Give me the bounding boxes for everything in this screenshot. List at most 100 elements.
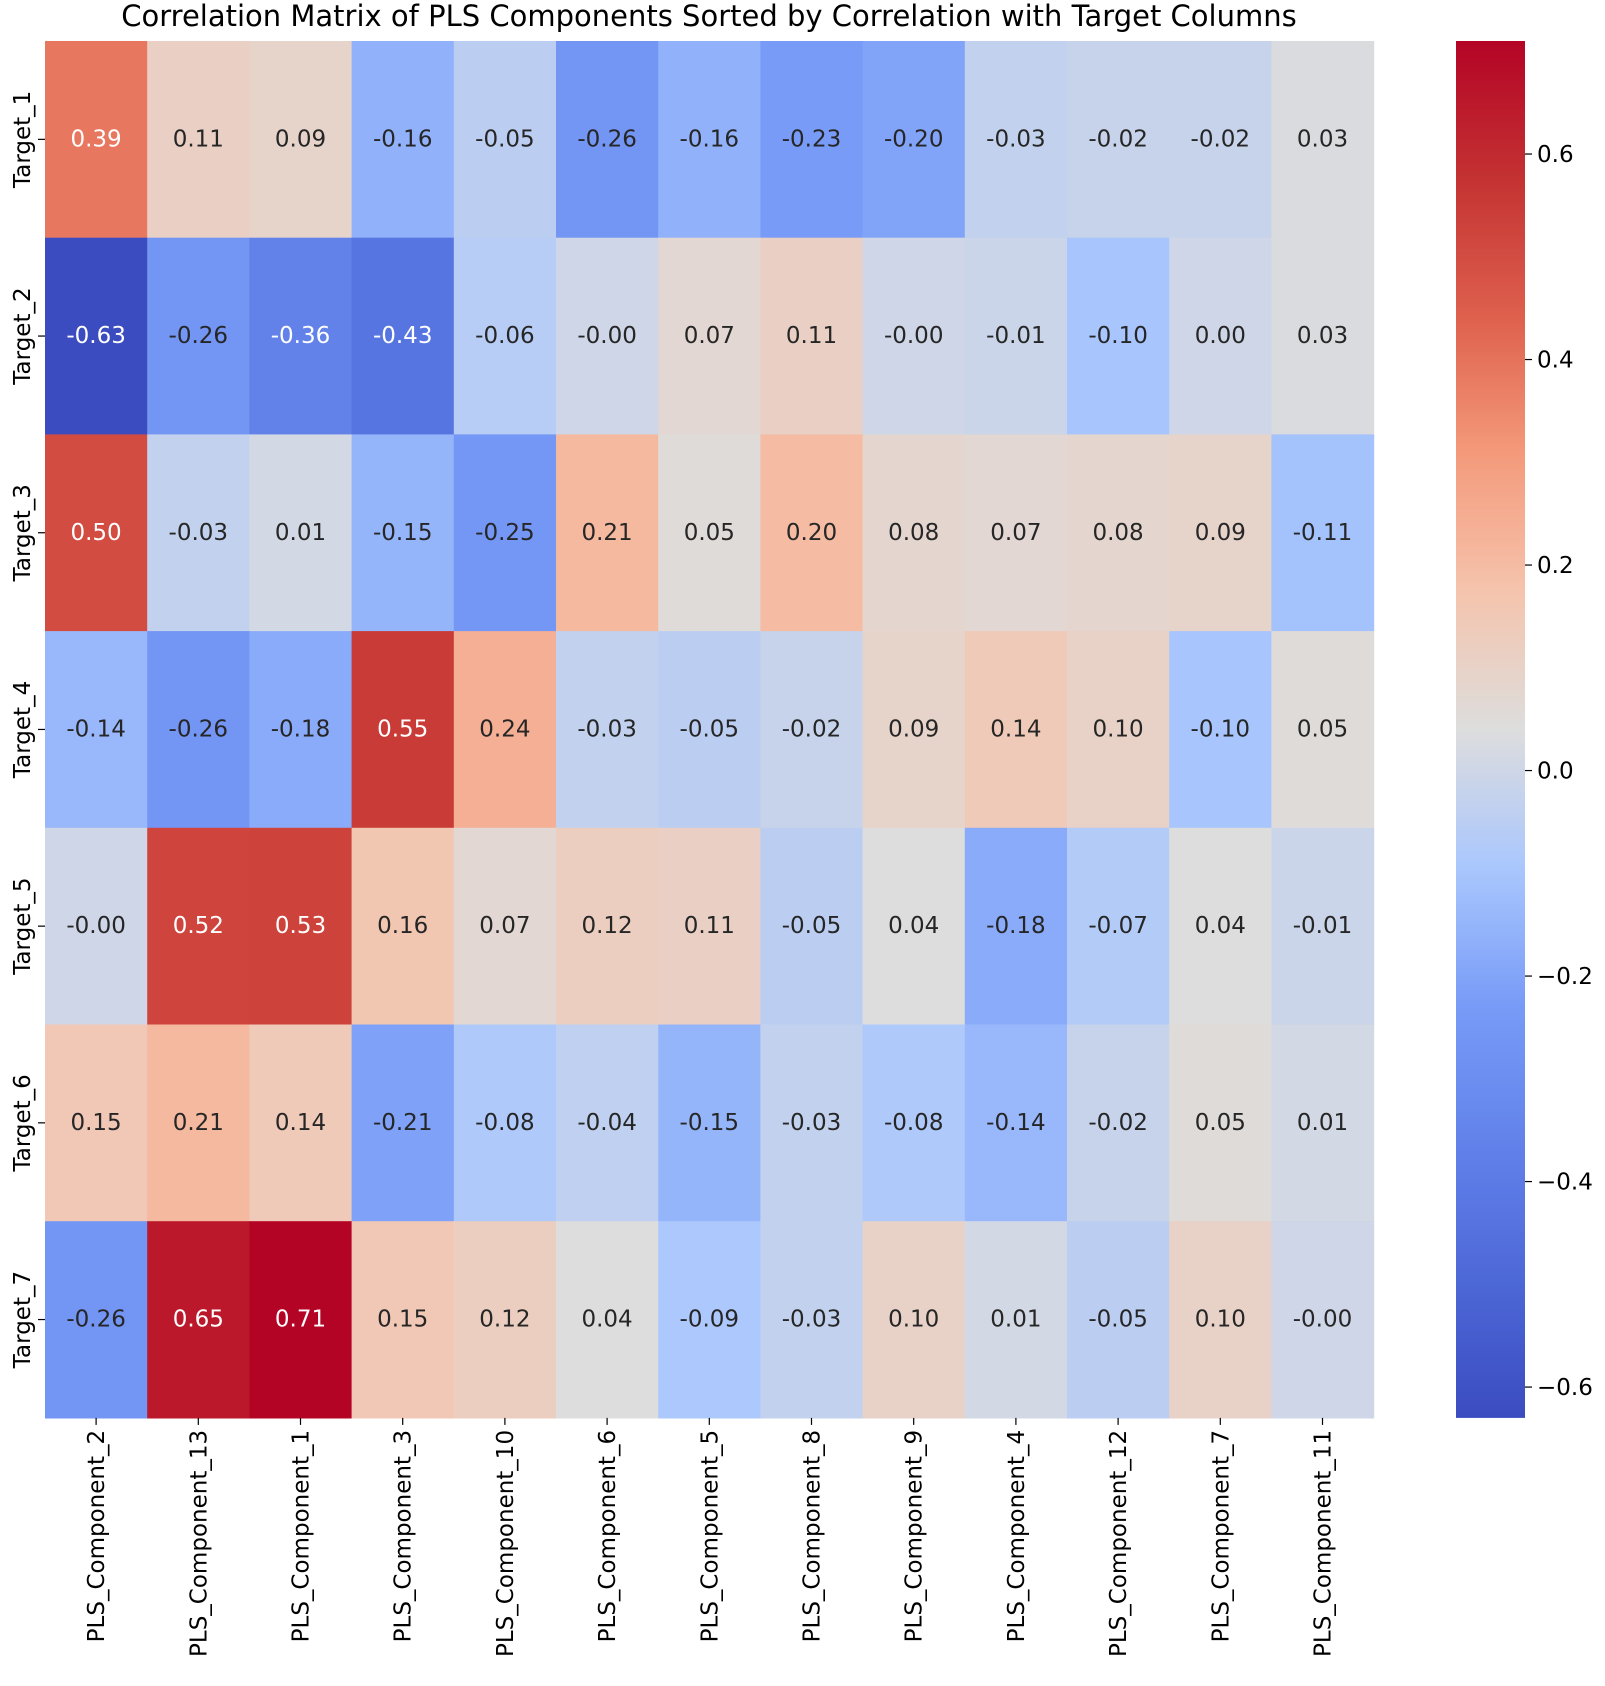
heatmap-cell — [862, 237, 966, 435]
colorbar-tick-label: −0.2 — [1537, 964, 1593, 990]
cell-value-label: 0.21 — [173, 1110, 224, 1136]
cell-value-label: 0.10 — [1092, 716, 1143, 742]
heatmap-cell — [556, 1024, 659, 1222]
colorbar-tick-label: 0.2 — [1537, 553, 1574, 579]
cell-value-label: 0.09 — [1195, 520, 1246, 546]
heatmap-cell — [862, 434, 966, 632]
heatmap-cell — [45, 827, 148, 1026]
cell-value-label: -0.01 — [986, 323, 1046, 349]
heatmap-cell — [147, 237, 250, 435]
x-tick-label: PLS_Component_8 — [800, 1430, 826, 1642]
heatmap-cell — [1271, 827, 1375, 1026]
heatmap-cell — [1271, 1221, 1375, 1419]
cell-value-label: 0.11 — [684, 913, 735, 939]
cell-value-label: -0.03 — [169, 520, 229, 546]
heatmap-cell — [147, 631, 250, 829]
cell-value-label: -0.07 — [1088, 913, 1148, 939]
cell-value-label: 0.53 — [275, 913, 326, 939]
heatmap-cell — [1067, 1024, 1170, 1222]
cell-value-label: -0.21 — [373, 1110, 433, 1136]
heatmap-cell — [862, 41, 966, 239]
heatmap-cell — [1067, 237, 1170, 435]
heatmap-cell — [45, 434, 148, 632]
x-tick-label: PLS_Component_10 — [493, 1430, 519, 1657]
cell-value-label: -0.14 — [986, 1110, 1046, 1136]
heatmap-cell — [964, 827, 1068, 1026]
y-tick-label: Target_6 — [10, 1074, 36, 1172]
heatmap-cell — [658, 631, 761, 829]
cell-value-label: -0.02 — [1088, 126, 1148, 152]
colorbar-tick-label: −0.4 — [1537, 1170, 1593, 1196]
cell-value-label: -0.03 — [782, 1307, 842, 1333]
cell-value-label: 0.03 — [1297, 126, 1348, 152]
heatmap-cell — [147, 1221, 250, 1419]
y-axis: Target_1 Target_2 Target_3 Target_4 Target_5… — [10, 91, 45, 1369]
cell-value-label: 0.12 — [581, 913, 632, 939]
cell-value-label: 0.04 — [1195, 913, 1246, 939]
cell-value-label: -0.05 — [680, 716, 740, 742]
cell-value-label: 0.09 — [275, 126, 326, 152]
heatmap-cell — [658, 1024, 761, 1222]
heatmap-cell — [760, 1221, 864, 1419]
heatmap-cell — [351, 237, 455, 435]
heatmap-cell — [1067, 631, 1170, 829]
heatmap-cell — [760, 237, 864, 435]
heatmap-cell — [964, 237, 1068, 435]
heatmap-cell — [453, 1221, 557, 1419]
heatmap-cell — [1271, 631, 1375, 829]
heatmap-cells — [45, 41, 1375, 1419]
heatmap-cell — [1169, 434, 1272, 632]
heatmap-cell — [964, 434, 1068, 632]
cell-value-label: 0.12 — [479, 1307, 530, 1333]
heatmap-cell — [249, 1024, 353, 1222]
heatmap-cell — [760, 631, 864, 829]
heatmap-cell — [862, 1221, 966, 1419]
heatmap-cell — [453, 827, 557, 1026]
heatmap-cell — [45, 237, 148, 435]
heatmap-cell — [453, 631, 557, 829]
cell-value-label: -0.25 — [475, 520, 535, 546]
cell-value-label: -0.16 — [680, 126, 740, 152]
heatmap-cell — [453, 1024, 557, 1222]
heatmap-cell — [1067, 41, 1170, 239]
heatmap-cell — [556, 631, 659, 829]
heatmap-cell — [147, 827, 250, 1026]
heatmap-cell — [658, 41, 761, 239]
heatmap-cell — [964, 631, 1068, 829]
cell-value-label: -0.03 — [782, 1110, 842, 1136]
x-tick-label: PLS_Component_1 — [289, 1430, 315, 1642]
cell-value-label: 0.71 — [275, 1307, 326, 1333]
heatmap-cell — [862, 827, 966, 1026]
cell-value-label: 0.01 — [1297, 1110, 1348, 1136]
heatmap-cell — [1169, 827, 1272, 1026]
heatmap-cell — [351, 434, 455, 632]
cell-value-label: 0.24 — [479, 716, 530, 742]
heatmap-cell — [556, 827, 659, 1026]
cell-value-label: -0.10 — [1191, 716, 1251, 742]
cell-value-label: 0.07 — [990, 520, 1041, 546]
cell-value-label: -0.36 — [271, 323, 331, 349]
cell-value-label: 0.10 — [1195, 1307, 1246, 1333]
y-tick-label: Target_5 — [10, 878, 36, 976]
cell-value-label: -0.16 — [373, 126, 433, 152]
cell-value-label: -0.03 — [577, 716, 637, 742]
cell-value-label: 0.14 — [990, 716, 1041, 742]
cell-value-label: -0.15 — [373, 520, 433, 546]
x-tick-label: PLS_Component_9 — [902, 1430, 928, 1642]
heatmap-cell — [1271, 237, 1375, 435]
colorbar-tick-label: 0.6 — [1537, 142, 1574, 168]
cell-value-label: 0.07 — [684, 323, 735, 349]
heatmap-cell — [556, 434, 659, 632]
heatmap-cell — [147, 1024, 250, 1222]
cell-value-label: 0.15 — [377, 1307, 428, 1333]
heatmap-cell — [45, 631, 148, 829]
heatmap-cell — [249, 434, 353, 632]
cell-value-label: -0.26 — [169, 323, 229, 349]
x-tick-label: PLS_Component_5 — [697, 1430, 723, 1642]
cell-value-label: -0.03 — [986, 126, 1046, 152]
heatmap-cell — [249, 237, 353, 435]
cell-value-label: -0.09 — [680, 1307, 740, 1333]
heatmap-cell — [658, 434, 761, 632]
chart-title: Correlation Matrix of PLS Components Sor… — [121, 0, 1296, 33]
cell-value-label: 0.03 — [1297, 323, 1348, 349]
